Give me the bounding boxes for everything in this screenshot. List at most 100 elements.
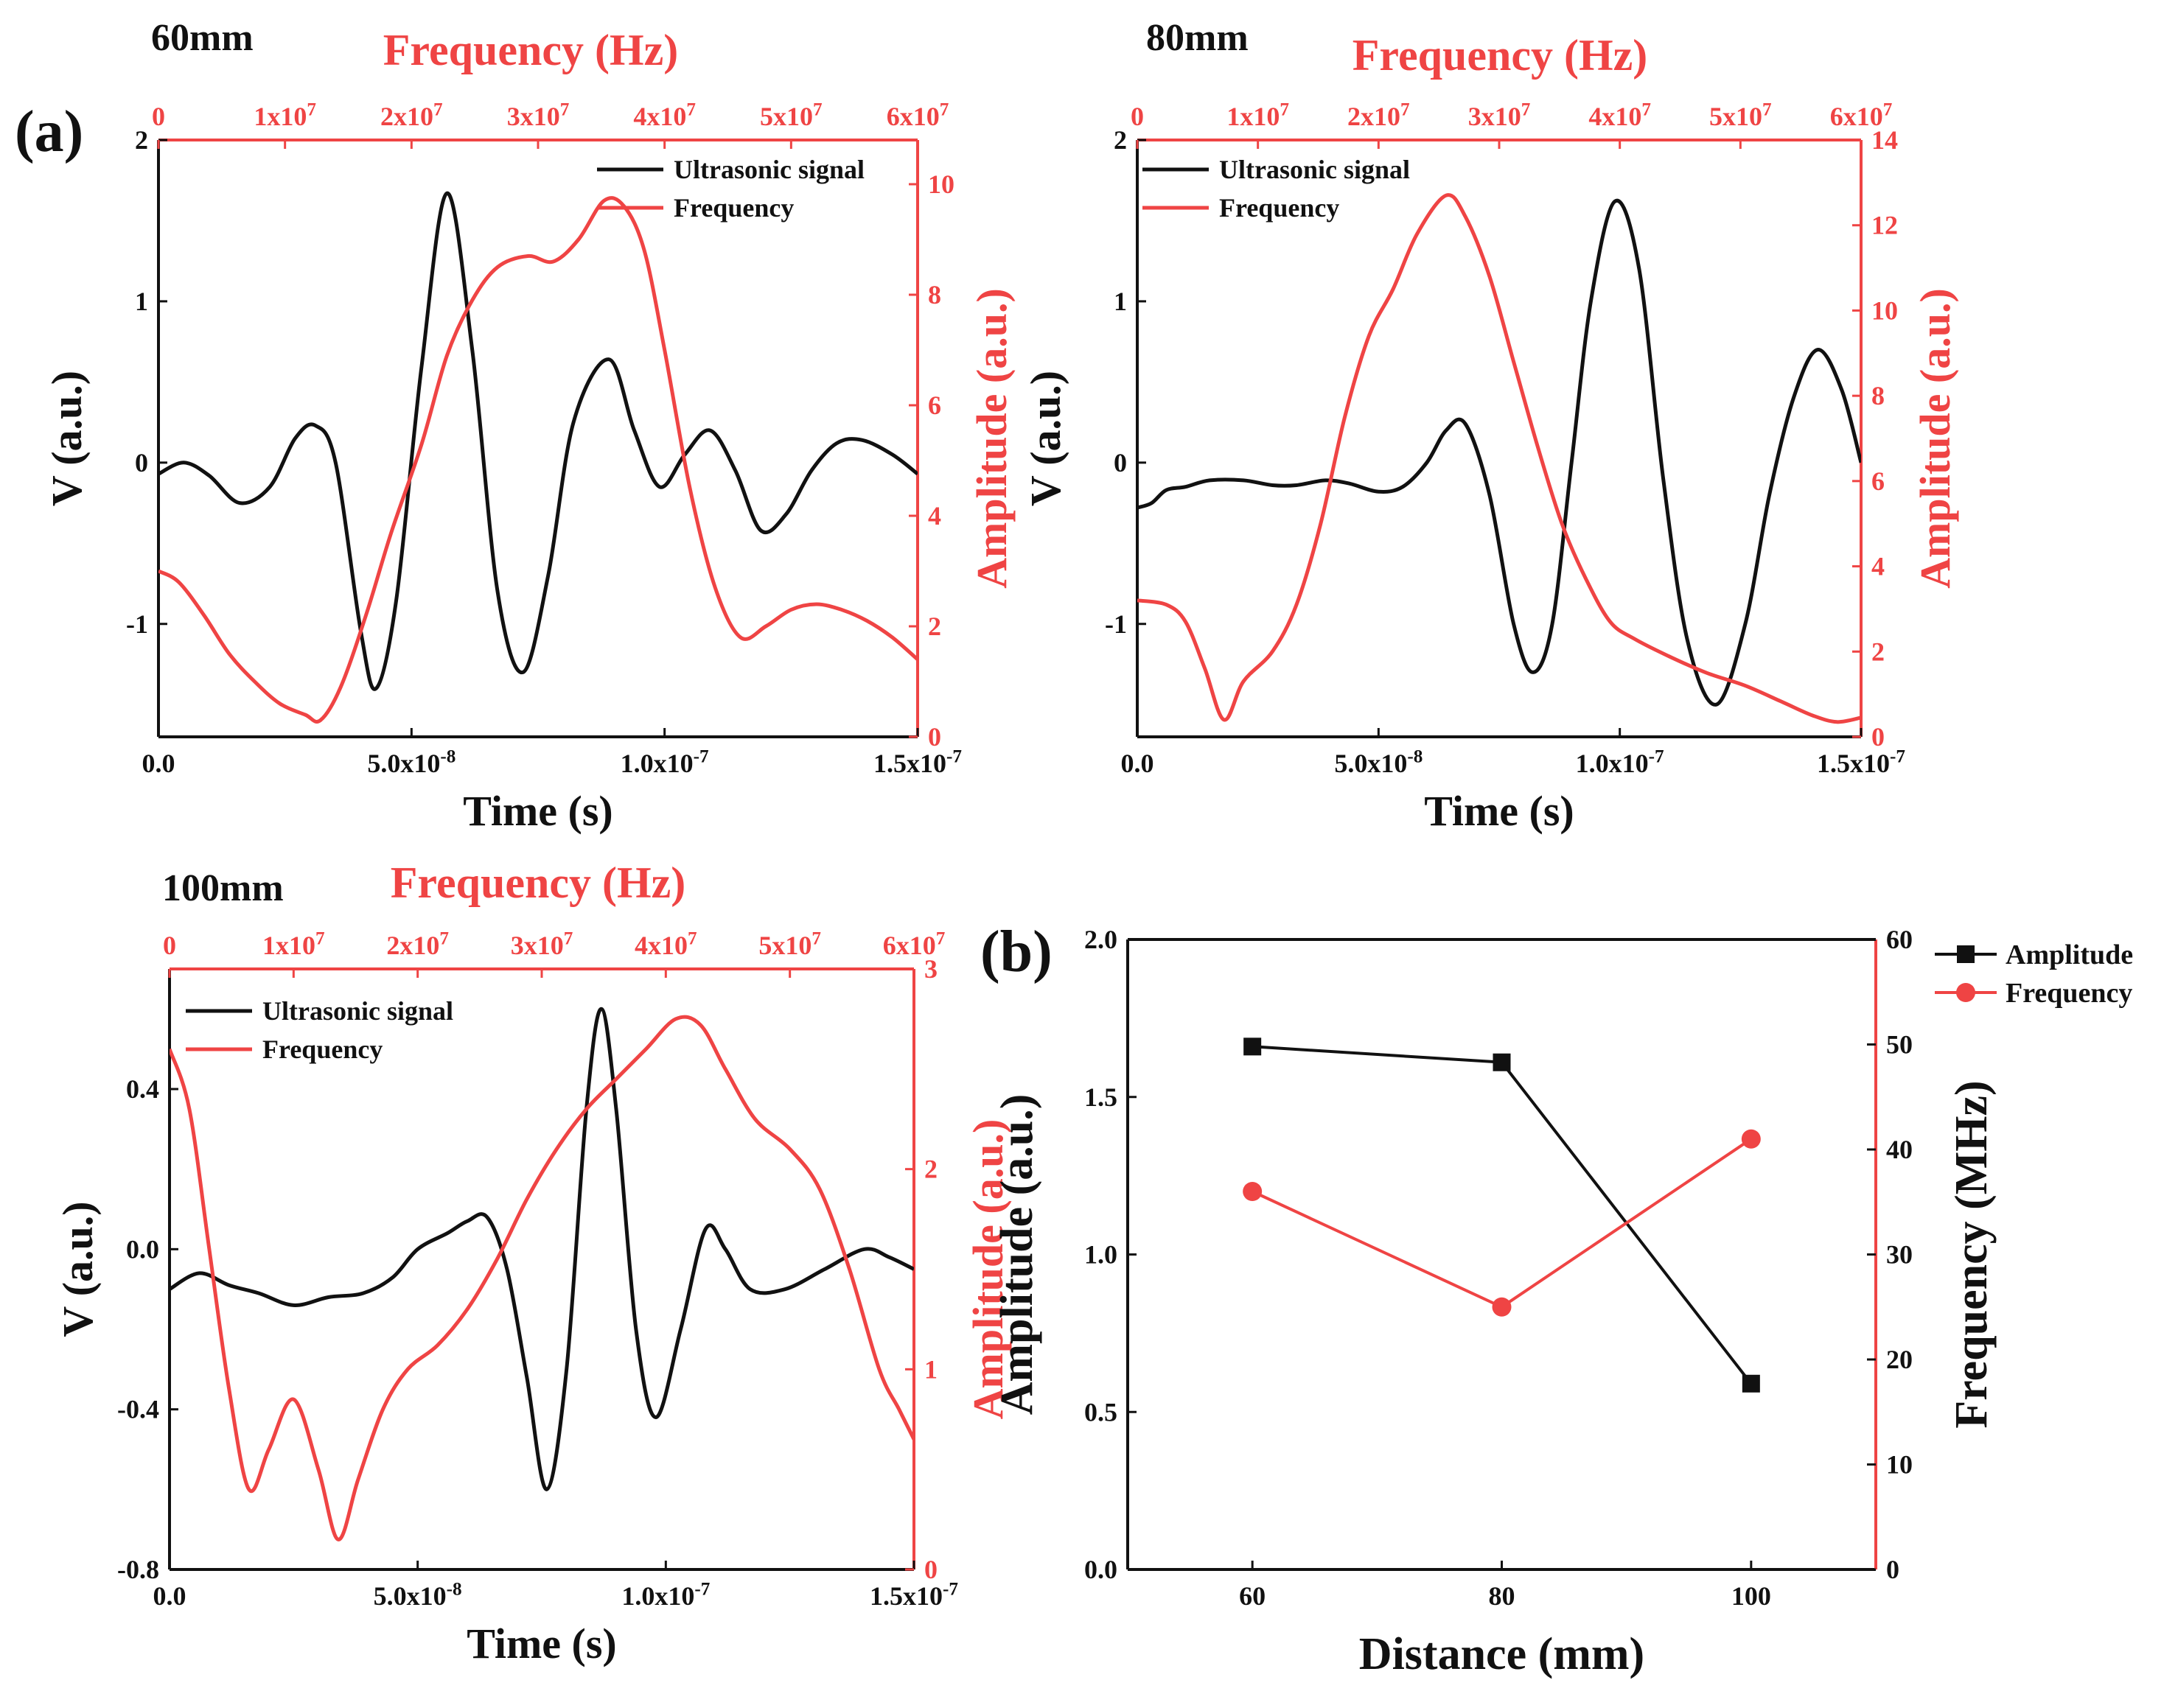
x-tick-label: 1.0x10-7 — [621, 1579, 710, 1611]
x-tick-label: 1.5x10-7 — [873, 746, 962, 778]
x-tick-label: 1.5x10-7 — [870, 1579, 958, 1611]
x2-tick-label: 2x107 — [386, 928, 449, 960]
series-line-ultrasonic-signal — [158, 191, 918, 691]
x2-axis-label: Frequency (Hz) — [1352, 31, 1647, 80]
y2-axis-label: Amplitude (a.u.) — [968, 288, 1016, 589]
x2-tick-label: 6x107 — [887, 99, 949, 131]
y2-tick-label: 8 — [1871, 381, 1885, 410]
x2-tick-label: 0 — [163, 931, 176, 960]
legend-label-ultrasonic-signal: Ultrasonic signal — [674, 155, 865, 184]
chart-80mm: 0.0 5.0x10-8 1.0x10-7 1.5x10-7-101202468101… — [1022, 17, 1959, 835]
x2-tick-label: 3x107 — [1468, 99, 1531, 131]
x2-tick-label: 0 — [1131, 102, 1144, 131]
y2-tick-label: 8 — [928, 280, 941, 309]
y-tick-label: 2 — [135, 125, 148, 155]
x2-tick-label: 3x107 — [507, 99, 570, 131]
x-tick-label: 1.5x10-7 — [1817, 746, 1905, 778]
panel-a-label: (a) — [15, 99, 83, 164]
y2-tick-label: 0 — [928, 722, 941, 752]
x2-tick-label: 5x107 — [1709, 99, 1772, 131]
x2-tick-label: 5x107 — [760, 99, 823, 131]
y-tick-label: -0.8 — [117, 1555, 159, 1584]
y-tick-label: 0 — [1114, 448, 1127, 477]
x-axis-label: Time (s) — [467, 1620, 617, 1667]
y-axis-label: V (a.u.) — [1022, 371, 1069, 506]
y-tick-label: 1.5 — [1084, 1082, 1117, 1112]
x-tick-label: 5.0x10-8 — [367, 746, 456, 778]
y2-tick-label: 50 — [1886, 1030, 1913, 1060]
y-axis-label: V (a.u.) — [43, 371, 91, 506]
y-tick-label: -1 — [126, 609, 148, 639]
x-tick-label: 5.0x10-8 — [1334, 746, 1423, 778]
legend-label-frequency: Frequency — [262, 1035, 383, 1064]
panel-b-label: (b) — [980, 920, 1053, 984]
y-tick-label: 1.0 — [1084, 1240, 1117, 1270]
x-tick-label: 1.0x10-7 — [1576, 746, 1664, 778]
y-tick-label: 0.0 — [1084, 1555, 1117, 1584]
y2-tick-label: 10 — [928, 169, 954, 199]
series-line-frequency — [1137, 193, 1861, 724]
series-line-frequency — [158, 196, 918, 724]
y-tick-label: -1 — [1105, 609, 1127, 639]
y2-tick-label: 14 — [1871, 125, 1898, 155]
y2-tick-label: 30 — [1886, 1240, 1913, 1270]
y2-tick-label: 6 — [928, 391, 941, 420]
chart-title: 100mm — [162, 867, 284, 909]
x-tick-label: 0.0 — [1121, 749, 1154, 778]
y-tick-label: 0.0 — [126, 1234, 159, 1264]
chart-title: 80mm — [1146, 17, 1249, 59]
y2-axis-label: Amplitude (a.u.) — [964, 1119, 1012, 1420]
y2-tick-label: 6 — [1871, 466, 1885, 496]
series-line-ultrasonic-signal — [170, 1007, 914, 1491]
y2-tick-label: 10 — [1871, 295, 1898, 325]
legend-label-ultrasonic-signal: Ultrasonic signal — [1219, 155, 1410, 184]
x-tick-label: 100 — [1731, 1581, 1771, 1611]
y2-tick-label: 10 — [1886, 1450, 1913, 1480]
y-tick-label: 1 — [135, 287, 148, 316]
x-tick-label: 1.0x10-7 — [621, 746, 709, 778]
x2-axis-label: Frequency (Hz) — [383, 26, 678, 74]
y-tick-label: 2 — [1114, 125, 1127, 155]
x-tick-label: 0.0 — [142, 749, 175, 778]
x2-tick-label: 4x107 — [633, 99, 696, 131]
x-axis-label: Time (s) — [1424, 787, 1574, 835]
chart-60mm: 0.0 5.0x10-8 1.0x10-7 1.5x10-7-101202468100… — [43, 17, 1016, 835]
data-point-amplitude — [1243, 1037, 1262, 1056]
legend-label-ultrasonic-signal: Ultrasonic signal — [262, 996, 453, 1026]
legend-marker-amplitude — [1957, 945, 1975, 963]
x-tick-label: 5.0x10-8 — [374, 1579, 462, 1611]
series-line-frequency — [170, 1015, 914, 1541]
legend-label-amplitude: Amplitude — [2006, 939, 2133, 970]
data-point-frequency — [1492, 1297, 1512, 1317]
x2-tick-label: 1x107 — [262, 928, 325, 960]
x2-tick-label: 1x107 — [1226, 99, 1289, 131]
x2-tick-label: 1x107 — [254, 99, 316, 131]
x2-tick-label: 2x107 — [1347, 99, 1410, 131]
chart-title: 60mm — [151, 17, 254, 59]
y-tick-label: 1 — [1114, 287, 1127, 316]
y-tick-label: 0.5 — [1084, 1397, 1117, 1427]
y2-tick-label: 0 — [1886, 1555, 1899, 1584]
data-point-frequency — [1741, 1129, 1761, 1149]
x2-tick-label: 5x107 — [758, 928, 821, 960]
chart-100mm: 0.0 5.0x10-8 1.0x10-7 1.5x10-7 -0.8 -0.4 0.0 0.… — [54, 858, 1012, 1667]
series-line-ultrasonic-signal — [1137, 198, 1861, 707]
y2-tick-label: 12 — [1871, 211, 1898, 240]
data-point-frequency — [1243, 1182, 1263, 1201]
y2-tick-label: 0 — [1871, 722, 1885, 752]
y2-tick-label: 3 — [924, 954, 938, 984]
y-tick-label: 0 — [135, 448, 148, 477]
y2-tick-label: 20 — [1886, 1345, 1913, 1374]
y-tick-label: 0.4 — [126, 1074, 159, 1104]
series-line-frequency — [1252, 1138, 1752, 1309]
y2-tick-label: 4 — [928, 501, 941, 531]
y2-tick-label: 1 — [924, 1354, 938, 1384]
y2-tick-label: 40 — [1886, 1135, 1913, 1164]
x-tick-label: 60 — [1239, 1581, 1266, 1611]
x2-tick-label: 2x107 — [380, 99, 443, 131]
x2-tick-label: 6x107 — [1830, 99, 1893, 131]
y2-tick-label: 2 — [928, 612, 941, 641]
legend-label-frequency: Frequency — [2006, 978, 2132, 1009]
x2-tick-label: 0 — [152, 102, 165, 131]
